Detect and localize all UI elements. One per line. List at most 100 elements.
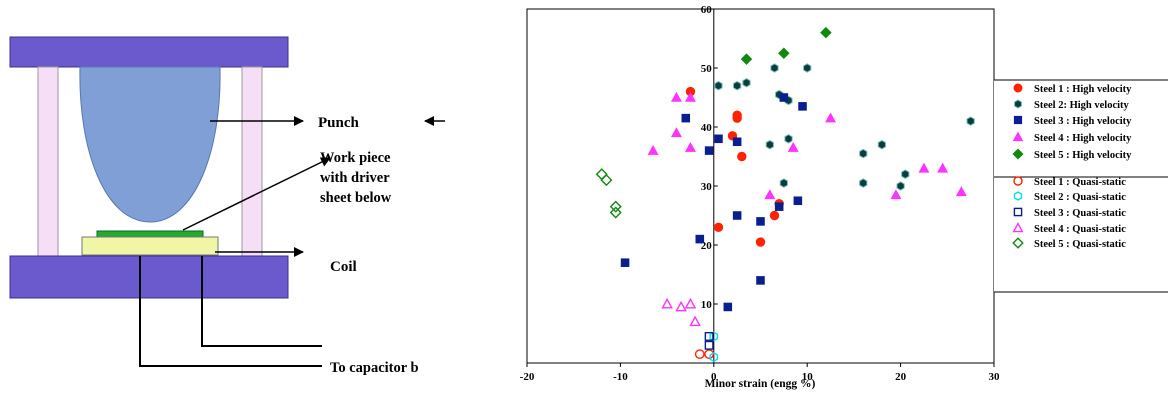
legend-marker	[1013, 176, 1023, 186]
axes: -20 -10 0 10 20 30 10 20 30 40 50 60	[520, 4, 1000, 383]
legend-label: Steel 3 : High velocity	[1034, 116, 1132, 127]
data-point	[694, 349, 705, 360]
data-point	[709, 352, 719, 363]
x-tick-label: -10	[613, 371, 628, 383]
workpiece-label-line2: with driver	[320, 170, 390, 186]
data-point	[709, 331, 719, 342]
capacitor-lead-inner	[201, 256, 322, 347]
legend-label: Steel 1 : High velocity	[1034, 84, 1132, 95]
legend-label: Steel 4 : Quasi-static	[1034, 224, 1126, 235]
data-point	[774, 202, 784, 211]
data-point	[756, 276, 765, 285]
data-point	[793, 196, 803, 206]
data-point	[675, 300, 687, 312]
capacitor-lead-outer	[139, 256, 322, 367]
legend: Steel 1 : High velocity Steel 2: High vel…	[1012, 83, 1132, 250]
capacitor-label: To capacitor b	[330, 360, 419, 376]
data-point	[684, 91, 696, 102]
punch	[79, 66, 221, 223]
data-point	[723, 302, 733, 312]
data-point	[732, 211, 742, 220]
data-point	[798, 102, 807, 111]
data-point	[681, 113, 691, 123]
data-point	[937, 162, 949, 173]
y-tick-label: 50	[701, 63, 713, 75]
data-point	[620, 258, 630, 267]
data-point	[595, 168, 608, 181]
legend-marker	[1012, 222, 1024, 233]
data-point	[820, 26, 832, 39]
legend-label: Steel 4 : High velocity	[1034, 133, 1132, 144]
legend-label: Steel 2: High velocity	[1034, 100, 1130, 111]
x-tick-label: 0	[711, 371, 717, 383]
data-point	[670, 91, 682, 102]
legend-marker	[1012, 131, 1024, 142]
left-column	[37, 66, 59, 258]
data-point	[756, 217, 765, 226]
data-point	[764, 189, 776, 200]
legend-label: Steel 5 : Quasi-static	[1034, 239, 1126, 250]
legend-label: Steel 3 : Quasi-static	[1034, 208, 1126, 219]
data-point	[955, 186, 967, 197]
legend-marker	[1012, 148, 1024, 160]
data-point	[732, 137, 742, 147]
x-axis-label: Minor strain (engg %)	[705, 378, 816, 390]
data-point	[803, 63, 812, 73]
coil	[81, 236, 219, 256]
top-plate	[9, 36, 289, 68]
plot-frame	[526, 8, 995, 364]
workpiece-label-line1: Work piece	[320, 150, 391, 166]
legend-label: Steel 5 : High velocity	[1034, 150, 1132, 161]
data-point	[778, 47, 790, 59]
data-point	[742, 77, 751, 88]
y-tick-label: 60	[701, 4, 713, 16]
strain-scatter-chart: -20 -10 0 10 20 30 10 20 30 40 50 60 Minor strain (…	[520, 4, 1168, 390]
data-point	[901, 169, 910, 179]
workpiece-label-line3: sheet below	[320, 190, 392, 206]
data-point	[704, 146, 714, 155]
data-point	[896, 181, 905, 191]
data-point	[787, 141, 799, 152]
legend-marker	[1014, 99, 1022, 109]
y-tick-label: 10	[701, 299, 713, 311]
right-column	[241, 66, 263, 258]
data-points	[595, 26, 975, 363]
data-point	[689, 315, 701, 327]
workpiece-arrow	[182, 157, 331, 231]
legend-label: Steel 2 : Quasi-static	[1034, 192, 1126, 203]
legend-label: Steel 1 : Quasi-static	[1034, 177, 1126, 188]
data-point	[755, 237, 766, 247]
data-point	[647, 144, 659, 155]
data-point	[704, 340, 714, 350]
punch-label: Punch	[318, 115, 360, 131]
data-point	[609, 206, 622, 219]
x-tick-label: 20	[895, 371, 907, 383]
data-point	[714, 134, 723, 144]
data-point	[661, 297, 673, 309]
data-point	[769, 210, 780, 221]
data-point	[890, 189, 902, 200]
data-point	[770, 63, 779, 73]
data-point	[704, 349, 715, 360]
data-point	[737, 151, 747, 162]
data-point	[733, 80, 742, 91]
data-point	[600, 174, 613, 187]
y-tick-label: 30	[701, 181, 713, 193]
data-point	[684, 141, 696, 152]
data-point	[714, 80, 723, 91]
legend-marker	[1013, 115, 1023, 125]
data-point	[918, 162, 930, 173]
data-point	[713, 222, 724, 233]
work-piece	[96, 230, 204, 238]
bottom-plate	[9, 255, 289, 299]
data-point	[609, 200, 622, 213]
data-point	[784, 134, 793, 144]
legend-marker	[1013, 83, 1023, 93]
x-tick-label: 30	[989, 371, 1001, 383]
data-point	[732, 113, 742, 123]
apparatus-diagram: Punch Work piece with driver sheet below…	[9, 36, 445, 376]
data-point	[859, 178, 868, 188]
coil-label: Coil	[330, 259, 357, 275]
y-tick-label: 40	[701, 122, 713, 134]
legend-box	[994, 80, 1168, 292]
